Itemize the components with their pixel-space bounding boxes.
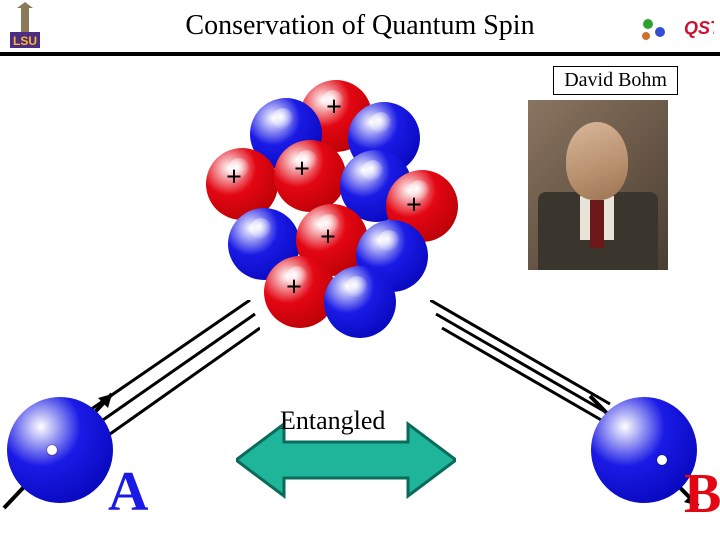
particle-b-dot — [657, 455, 667, 465]
slide-header: LSU Conservation of Quantum Spin QST — [0, 0, 720, 56]
proton-plus-icon: + — [326, 92, 342, 124]
label-a: A — [108, 460, 148, 524]
entangled-label: Entangled — [280, 406, 385, 436]
svg-text:LSU: LSU — [13, 34, 37, 48]
qst-logo-icon: QST — [636, 12, 714, 44]
slide-title: Conservation of Quantum Spin — [0, 0, 720, 42]
label-b: B — [684, 462, 720, 526]
particle-a-sphere — [7, 397, 113, 503]
proton-plus-icon: + — [226, 162, 242, 194]
proton-plus-icon: + — [406, 190, 422, 222]
proton-plus-icon: + — [294, 154, 310, 186]
portrait-david-bohm — [528, 100, 668, 270]
particle-b-sphere — [591, 397, 697, 503]
particle-a-dot — [47, 445, 57, 455]
proton-sphere — [274, 140, 346, 212]
caption-bohm: David Bohm — [553, 66, 678, 95]
svg-text:QST: QST — [684, 18, 714, 38]
neutron-sphere — [324, 266, 396, 338]
proton-plus-icon: + — [286, 272, 302, 304]
lsu-logo-icon: LSU — [6, 2, 44, 50]
proton-plus-icon: + — [320, 222, 336, 254]
particle-a — [0, 390, 120, 510]
